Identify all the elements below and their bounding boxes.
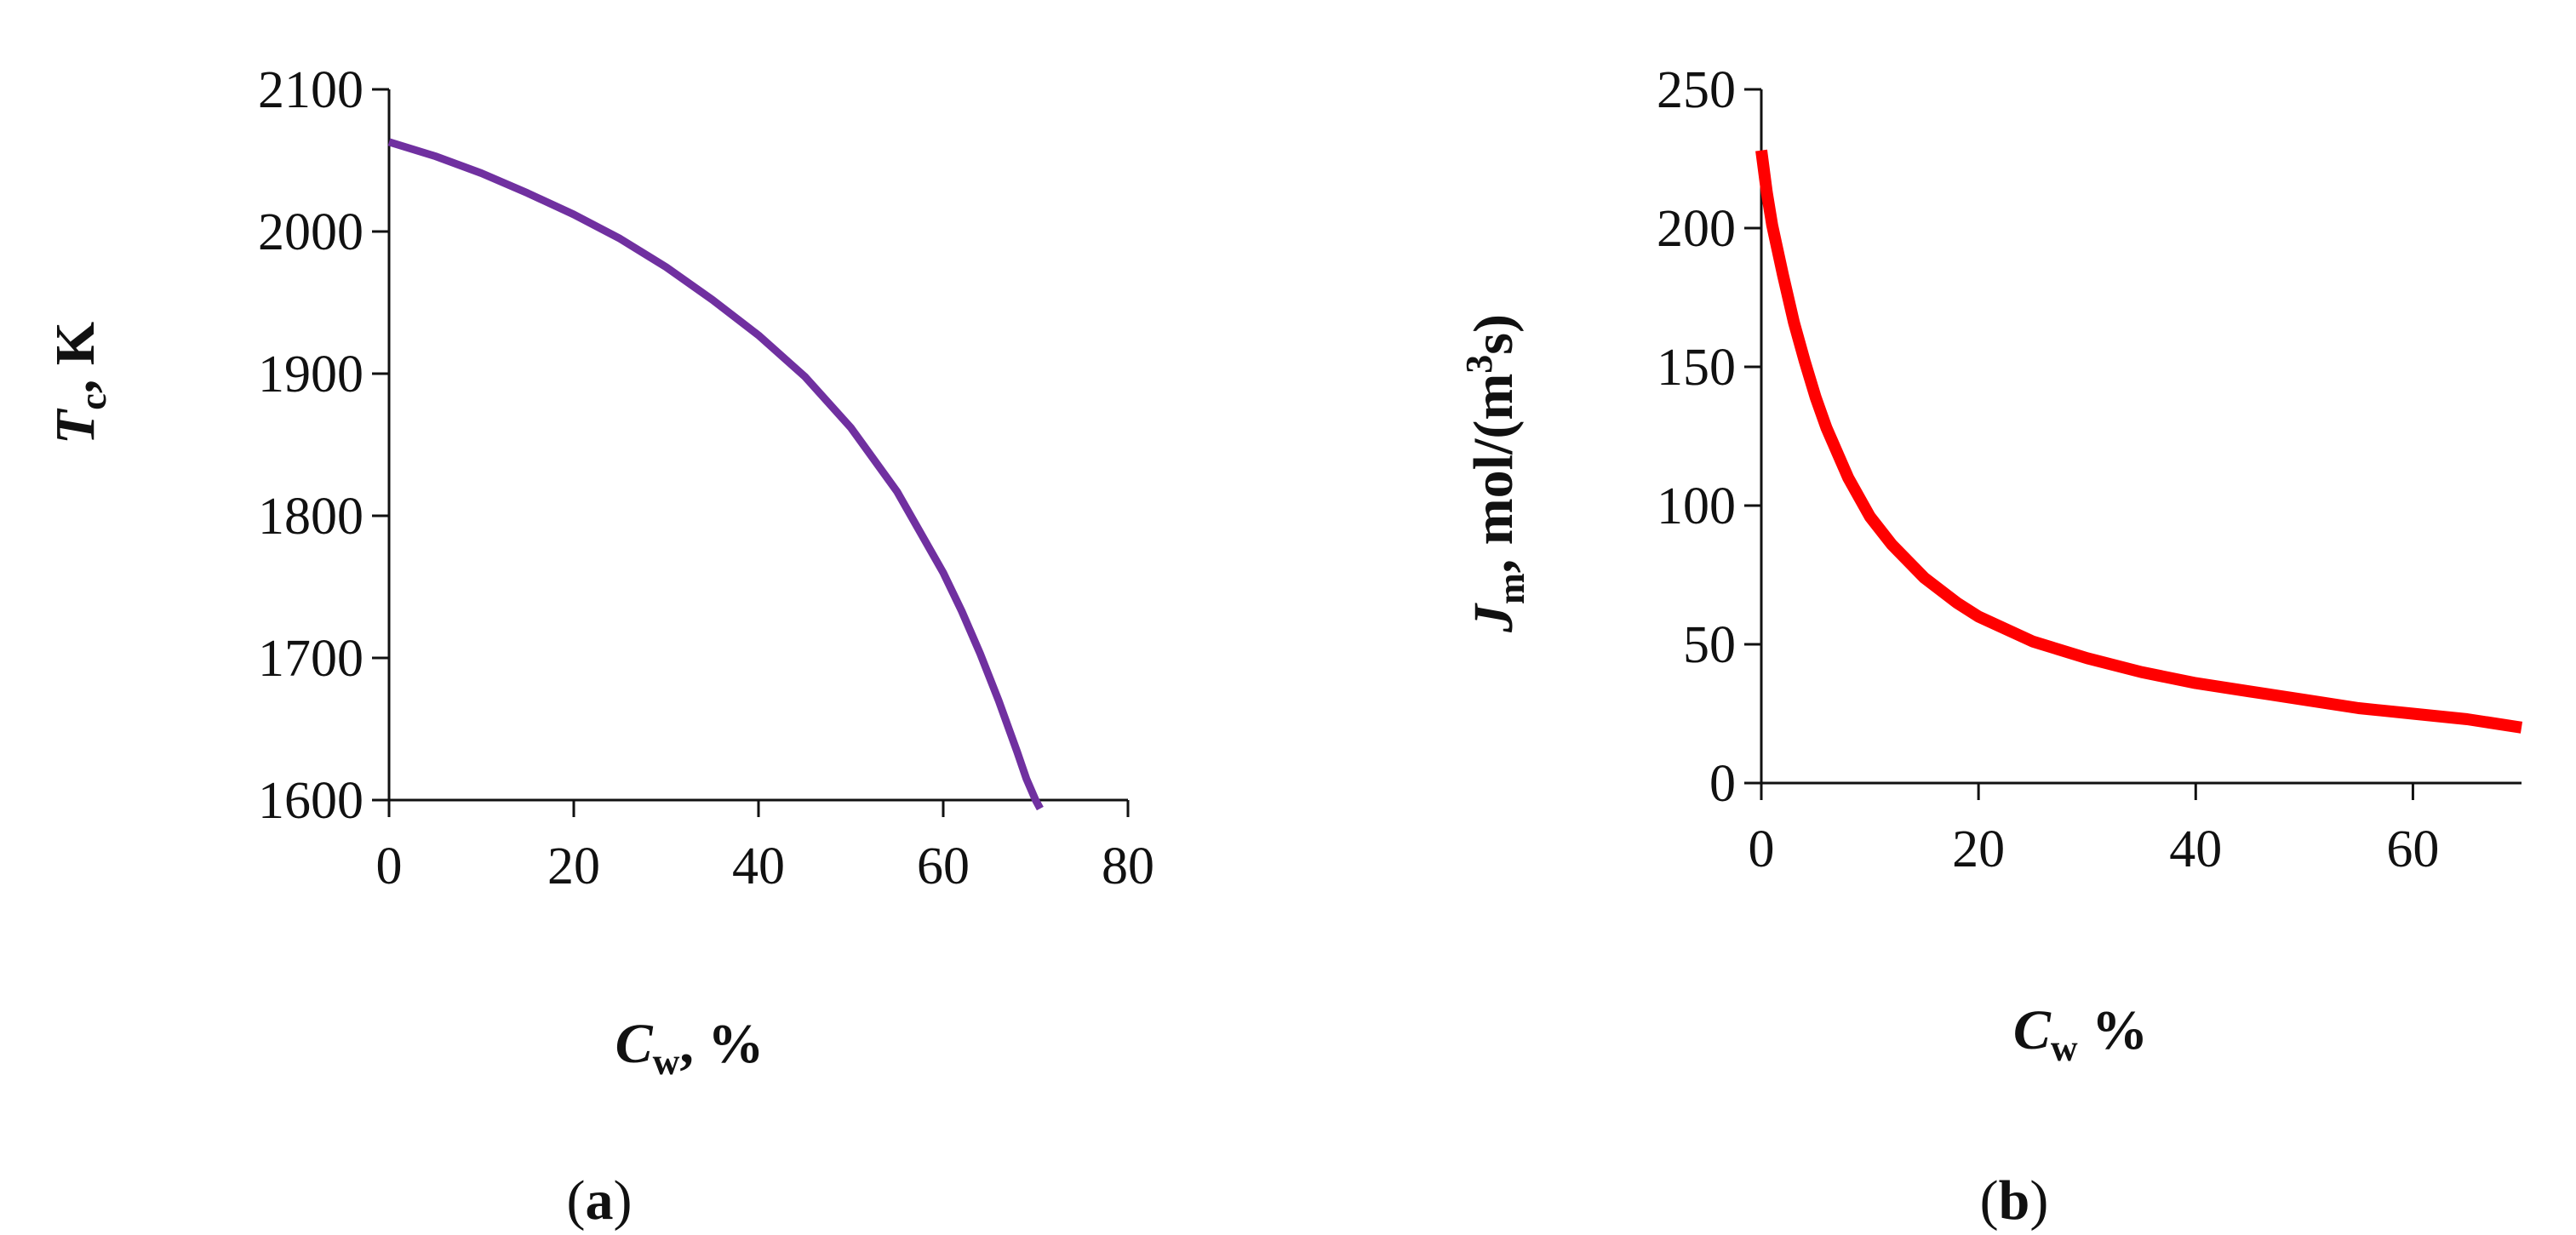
x-tick-label: 40 [2169, 820, 2222, 878]
y-tick-label: 250 [1657, 61, 1736, 119]
x-axis-label: Cw, % [615, 1013, 764, 1083]
y-axis-label: Tc, K [44, 322, 114, 444]
panel-letter: a [586, 1169, 614, 1232]
series-line-tc [387, 138, 1044, 811]
x-axis-label-rest: % [2078, 999, 2149, 1061]
x-tick-label: 0 [376, 838, 403, 895]
chart-b: 0 50 100 150 200 250 0 20 40 60 Jm, mol/(m3s) Cw… [1458, 61, 2523, 1232]
y-axis-label-rest2: s) [1463, 314, 1525, 355]
y-axis-label-symbol: T [44, 408, 106, 444]
x-tick-label: 0 [1749, 820, 1775, 878]
x-axis-ticks: 0 20 40 60 80 [376, 800, 1154, 895]
x-axis-label-symbol: C [615, 1013, 654, 1075]
x-tick-label: 60 [917, 838, 970, 895]
y-axis-label-rest: , mol/(m [1463, 374, 1525, 574]
y-tick-label: 1800 [258, 488, 364, 546]
x-axis-label-rest: , % [679, 1013, 764, 1075]
y-axis-label-subscript: m [1491, 573, 1532, 604]
y-tick-label: 1600 [258, 772, 364, 830]
y-axis-label-symbol: J [1463, 603, 1525, 633]
panel-open-paren: ( [1980, 1169, 1999, 1232]
x-axis-ticks: 0 20 40 60 [1749, 783, 2439, 878]
y-axis-label-rest: , K [44, 322, 106, 393]
y-tick-label: 0 [1709, 755, 1736, 813]
panel-letter: b [1999, 1169, 2030, 1232]
x-tick-label: 80 [1102, 838, 1154, 895]
panel-label-b: (b) [1980, 1169, 2049, 1232]
y-tick-label: 1700 [258, 630, 364, 688]
y-tick-label: 200 [1657, 200, 1736, 258]
x-tick-label: 60 [2386, 820, 2439, 878]
x-axis-label-symbol: C [2013, 999, 2052, 1061]
y-tick-label: 2000 [258, 203, 364, 261]
x-axis-label: Cw % [2013, 999, 2148, 1069]
y-axis-ticks: 1600 1700 1800 1900 2000 2100 [258, 61, 389, 830]
x-tick-label: 20 [1952, 820, 2005, 878]
panel-label-a: (a) [567, 1169, 633, 1232]
chart-a: 1600 1700 1800 1900 2000 2100 0 20 40 60 80 Tc, K… [44, 61, 1154, 1232]
y-axis-label: Jm, mol/(m3s) [1458, 314, 1532, 633]
y-axis-label-superscript: 3 [1458, 355, 1500, 374]
y-tick-label: 150 [1657, 339, 1736, 397]
series-line-jm [1755, 149, 2523, 734]
panel-open-paren: ( [567, 1169, 586, 1232]
y-tick-label: 1900 [258, 346, 364, 403]
y-tick-label: 2100 [258, 61, 364, 119]
y-tick-label: 50 [1683, 616, 1736, 674]
x-axis-label-subscript: w [653, 1041, 680, 1083]
panel-close-paren: ) [614, 1169, 633, 1232]
panel-close-paren: ) [2029, 1169, 2048, 1232]
y-tick-label: 100 [1657, 477, 1736, 535]
x-tick-label: 40 [732, 838, 785, 895]
y-axis-label-subscript: c [72, 393, 114, 410]
x-axis-label-subscript: w [2051, 1027, 2078, 1069]
y-axis-ticks: 0 50 100 150 200 250 [1657, 61, 1761, 813]
x-tick-label: 20 [547, 838, 600, 895]
